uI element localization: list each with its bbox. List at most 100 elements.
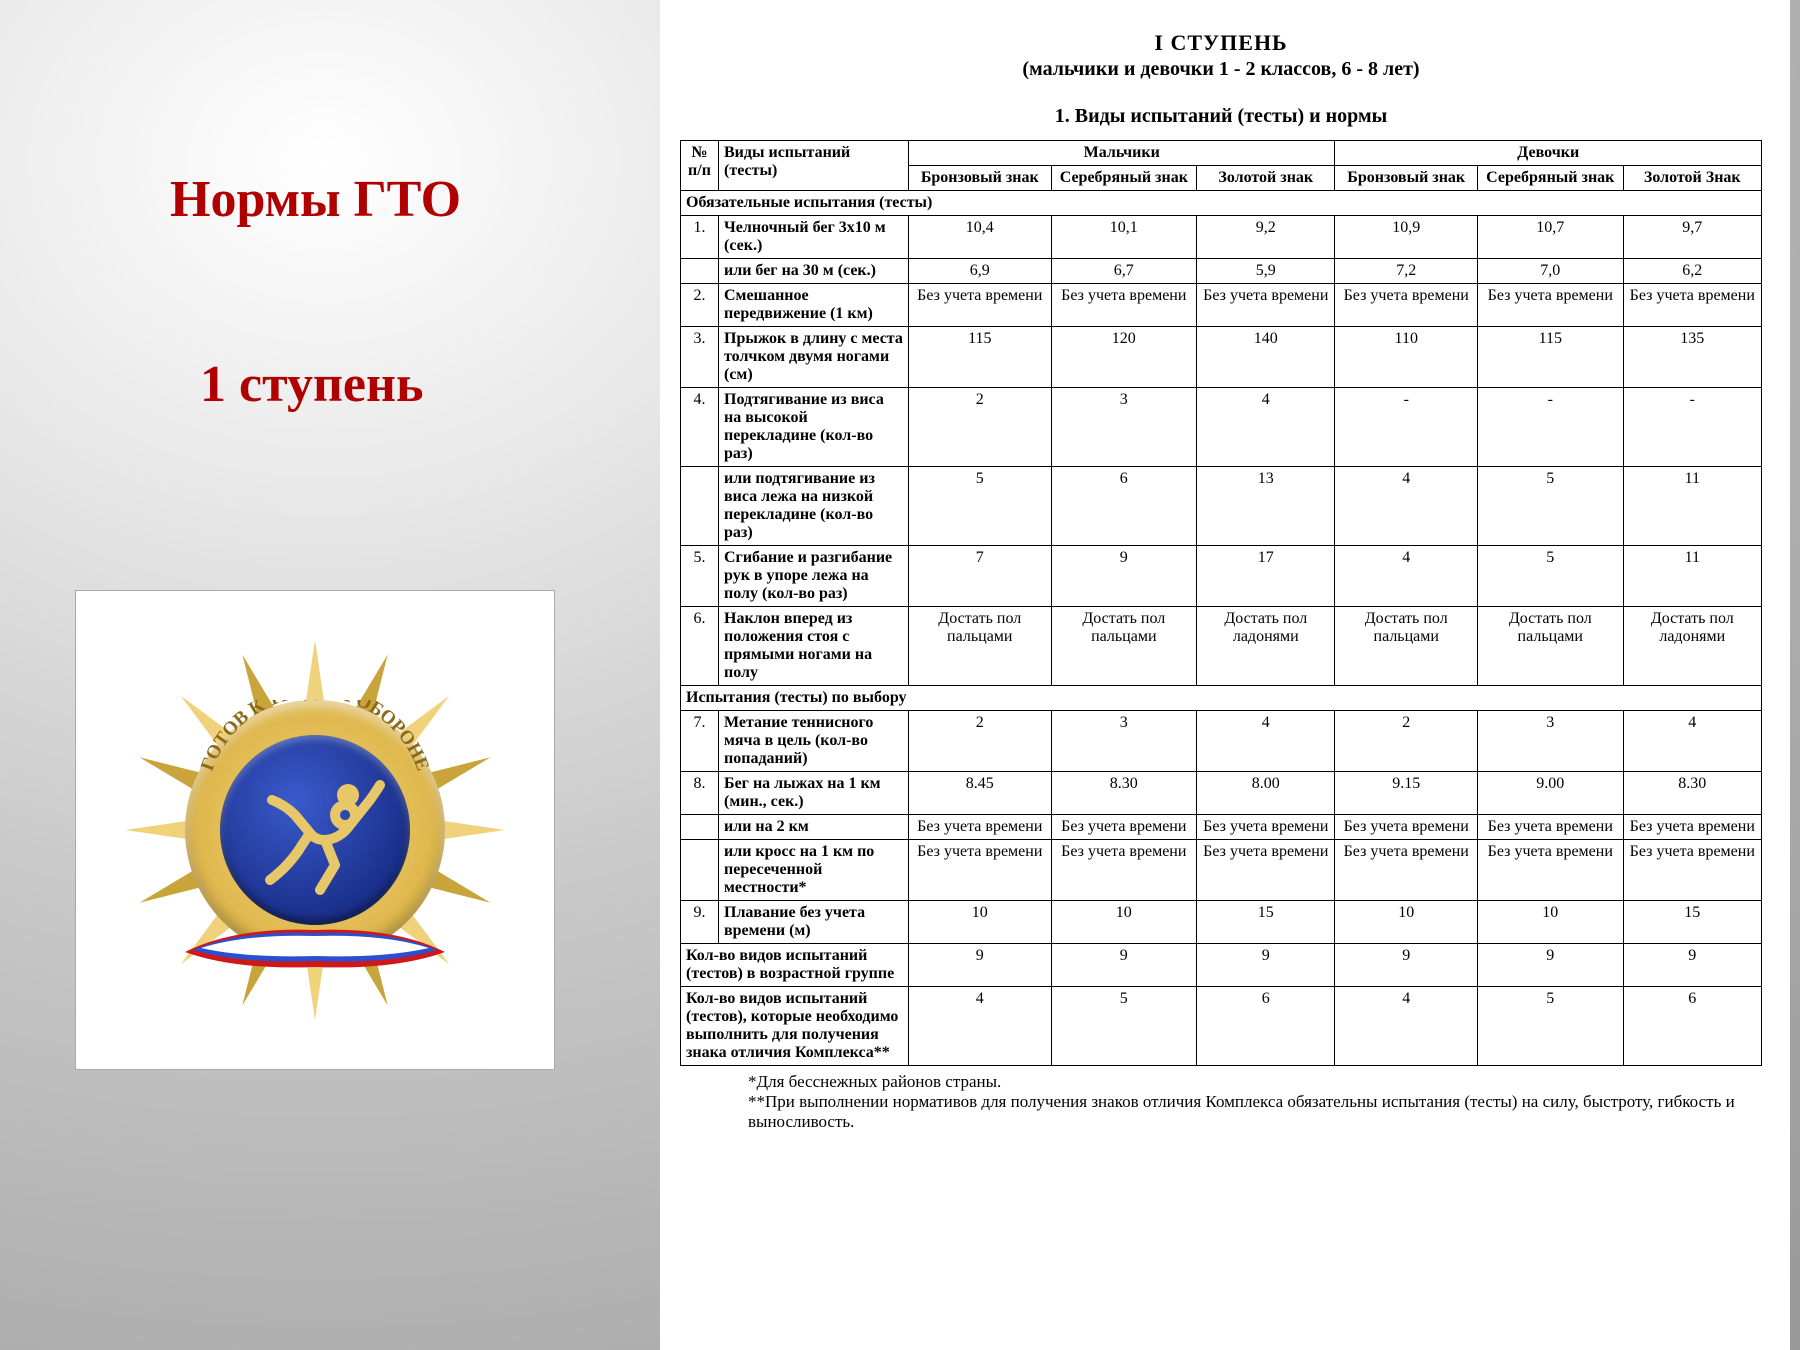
- cell-num: [681, 815, 719, 840]
- th-num: № п/п: [681, 141, 719, 191]
- cell-value: 10: [909, 901, 1052, 944]
- cell-value: 6,7: [1051, 259, 1197, 284]
- cell-value: 5: [909, 467, 1052, 546]
- doc-section-title: 1. Виды испытаний (тесты) и нормы: [680, 105, 1762, 128]
- summary-value: 9: [1623, 944, 1761, 987]
- cell-value: Достать пол ладонями: [1623, 607, 1761, 686]
- cell-value: Без учета времени: [1623, 815, 1761, 840]
- document-panel: I СТУПЕНЬ (мальчики и девочки 1 - 2 клас…: [660, 0, 1790, 1350]
- th-girls-silver: Серебряный знак: [1478, 166, 1624, 191]
- doc-level-title: I СТУПЕНЬ: [680, 30, 1762, 56]
- cell-value: Без учета времени: [1335, 815, 1478, 840]
- cell-value: 10,4: [909, 216, 1052, 259]
- summary-value: 5: [1478, 987, 1624, 1066]
- summary-value: 4: [1335, 987, 1478, 1066]
- cell-value: 7,0: [1478, 259, 1624, 284]
- badge-ribbon: [175, 922, 455, 982]
- cell-value: 15: [1623, 901, 1761, 944]
- badge-runner-figure: [230, 745, 400, 915]
- cell-value: 4: [1623, 711, 1761, 772]
- footnote-2: **При выполнении нормативов для получени…: [748, 1092, 1762, 1132]
- cell-test-name: или на 2 км: [719, 815, 909, 840]
- cell-num: 3.: [681, 327, 719, 388]
- cell-value: 110: [1335, 327, 1478, 388]
- summary-value: 5: [1051, 987, 1197, 1066]
- cell-value: Без учета времени: [1623, 284, 1761, 327]
- summary-value: 6: [1623, 987, 1761, 1066]
- cell-value: 9.00: [1478, 772, 1624, 815]
- cell-value: 9,7: [1623, 216, 1761, 259]
- th-boys-gold: Золотой знак: [1197, 166, 1335, 191]
- cell-num: 8.: [681, 772, 719, 815]
- th-girls: Девочки: [1335, 141, 1762, 166]
- cell-test-name: или кросс на 1 км по пересеченной местно…: [719, 840, 909, 901]
- cell-value: Без учета времени: [1478, 284, 1624, 327]
- th-boys-silver: Серебряный знак: [1051, 166, 1197, 191]
- cell-value: 11: [1623, 546, 1761, 607]
- cell-value: 17: [1197, 546, 1335, 607]
- norms-table: № п/п Виды испытаний (тесты) Мальчики Де…: [680, 140, 1762, 1066]
- cell-value: -: [1335, 388, 1478, 467]
- cell-num: [681, 259, 719, 284]
- cell-value: Без учета времени: [1478, 840, 1624, 901]
- cell-value: Достать пол ладонями: [1197, 607, 1335, 686]
- cell-value: 9.15: [1335, 772, 1478, 815]
- cell-value: -: [1478, 388, 1624, 467]
- summary-label: Кол-во видов испытаний (тестов) в возрас…: [681, 944, 909, 987]
- cell-value: 10: [1335, 901, 1478, 944]
- cell-value: 4: [1335, 546, 1478, 607]
- cell-test-name: Смешанное передвижение (1 км): [719, 284, 909, 327]
- cell-value: 4: [1197, 711, 1335, 772]
- cell-value: 4: [1197, 388, 1335, 467]
- page-title-1: Нормы ГТО: [170, 170, 461, 229]
- cell-value: 2: [909, 711, 1052, 772]
- cell-value: 6: [1051, 467, 1197, 546]
- cell-value: Без учета времени: [1335, 284, 1478, 327]
- cell-test-name: Челночный бег 3х10 м (сек.): [719, 216, 909, 259]
- th-test: Виды испытаний (тесты): [719, 141, 909, 191]
- cell-value: 8.45: [909, 772, 1052, 815]
- gto-badge: ГОТОВ К ТРУДУ И ОБОРОНЕ: [125, 640, 505, 1020]
- badge-container: ГОТОВ К ТРУДУ И ОБОРОНЕ: [75, 590, 555, 1070]
- cell-value: 3: [1051, 711, 1197, 772]
- cell-value: 135: [1623, 327, 1761, 388]
- th-girls-gold: Золотой Знак: [1623, 166, 1761, 191]
- cell-value: 2: [1335, 711, 1478, 772]
- summary-value: 6: [1197, 987, 1335, 1066]
- cell-num: 9.: [681, 901, 719, 944]
- cell-value: 10: [1478, 901, 1624, 944]
- cell-value: 10,9: [1335, 216, 1478, 259]
- cell-value: 8.00: [1197, 772, 1335, 815]
- cell-value: 140: [1197, 327, 1335, 388]
- cell-test-name: Бег на лыжах на 1 км (мин., сек.): [719, 772, 909, 815]
- page-title-2: 1 ступень: [200, 355, 423, 414]
- th-boys-bronze: Бронзовый знак: [909, 166, 1052, 191]
- cell-value: 8.30: [1051, 772, 1197, 815]
- cell-value: 5: [1478, 467, 1624, 546]
- cell-value: Без учета времени: [909, 815, 1052, 840]
- cell-value: Достать пол пальцами: [1478, 607, 1624, 686]
- cell-value: Без учета времени: [1197, 284, 1335, 327]
- cell-value: 6,2: [1623, 259, 1761, 284]
- cell-num: [681, 467, 719, 546]
- cell-value: Достать пол пальцами: [909, 607, 1052, 686]
- cell-num: 2.: [681, 284, 719, 327]
- section-header: Обязательные испытания (тесты): [681, 191, 1762, 216]
- cell-value: Без учета времени: [909, 284, 1052, 327]
- cell-value: 10,7: [1478, 216, 1624, 259]
- cell-test-name: или бег на 30 м (сек.): [719, 259, 909, 284]
- cell-value: Достать пол пальцами: [1335, 607, 1478, 686]
- cell-value: 10: [1051, 901, 1197, 944]
- cell-value: 3: [1051, 388, 1197, 467]
- cell-test-name: Наклон вперед из положения стоя с прямым…: [719, 607, 909, 686]
- footnote-1: *Для бесснежных районов страны.: [748, 1072, 1762, 1092]
- section-header: Испытания (тесты) по выбору: [681, 686, 1762, 711]
- cell-value: 6,9: [909, 259, 1052, 284]
- cell-test-name: или подтягивание из виса лежа на низкой …: [719, 467, 909, 546]
- summary-value: 9: [1197, 944, 1335, 987]
- cell-test-name: Подтягивание из виса на высокой переклад…: [719, 388, 909, 467]
- cell-value: 13: [1197, 467, 1335, 546]
- cell-value: 7: [909, 546, 1052, 607]
- cell-value: 115: [1478, 327, 1624, 388]
- th-boys: Мальчики: [909, 141, 1335, 166]
